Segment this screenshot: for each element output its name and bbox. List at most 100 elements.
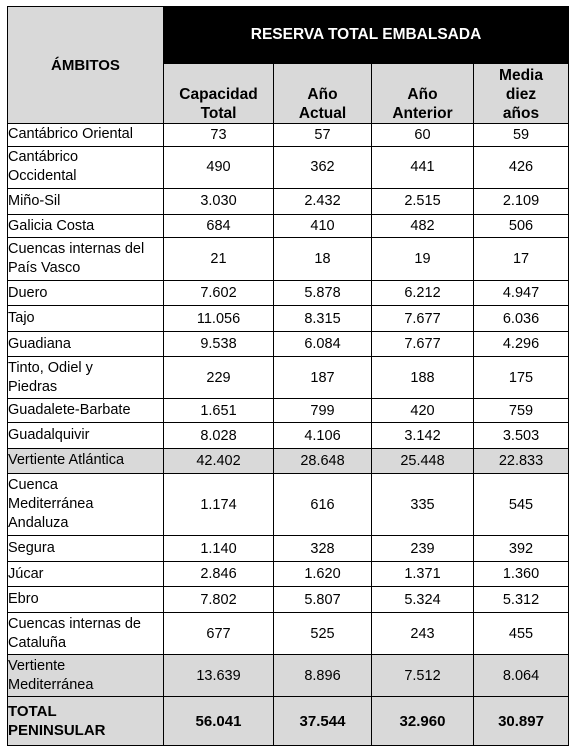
cell-capacidad-total: 1.140: [163, 535, 274, 563]
cell-ano-actual: 28.648: [273, 447, 372, 474]
table-row: Guadiana 9.538 6.084 7.677 4.296: [7, 331, 570, 358]
cell-capacidad-total: 1.174: [163, 472, 274, 537]
cell-ano-actual: 57: [273, 123, 372, 147]
table-row: Cantábrico Occidental 490 362 441 426: [7, 145, 570, 189]
row-name-text: Guadalete-Barbate: [8, 402, 131, 419]
row-name-text: Vertiente Mediterránea: [8, 657, 94, 693]
table-row: Guadalete-Barbate 1.651 799 420 759: [7, 398, 570, 424]
cell-ano-actual: 18: [273, 237, 372, 281]
row-name: Cuencas internas de Cataluña: [7, 612, 164, 656]
row-name: Segura: [7, 535, 164, 563]
row-name: Cuencas internas del País Vasco: [7, 237, 164, 281]
cell-capacidad-total: 684: [163, 213, 274, 239]
cell-ano-actual: 37.544: [273, 696, 372, 746]
row-name: Guadiana: [7, 331, 164, 358]
cell-ano-anterior: 7.677: [371, 305, 474, 333]
cell-ano-actual: 410: [273, 213, 372, 239]
table-row: Cuenca Mediterránea Andaluza 1.174 616 335 5…: [7, 472, 570, 537]
table-row: Miño-Sil 3.030 2.432 2.515 2.109: [7, 187, 570, 215]
row-name-text: TOTAL PENINSULAR: [8, 703, 106, 740]
cell-ano-actual: 362: [273, 145, 372, 189]
cell-ano-actual: 4.106: [273, 422, 372, 449]
cell-ano-anterior: 441: [371, 145, 474, 189]
cell-ano-anterior: 7.677: [371, 331, 474, 358]
table-row: Guadalquivir 8.028 4.106 3.142 3.503: [7, 422, 570, 449]
table-row: Cantábrico Oriental 73 57 60 59: [7, 123, 570, 147]
table-row: Galicia Costa 684 410 482 506: [7, 213, 570, 239]
cell-ano-anterior: 25.448: [371, 447, 474, 474]
column-header-media-diez-anos: Media diez años: [472, 63, 570, 124]
cell-ano-anterior: 5.324: [371, 586, 474, 614]
cell-media-diez-anos: 175: [472, 356, 570, 400]
cell-capacidad-total: 9.538: [163, 331, 274, 358]
cell-ano-anterior: 60: [371, 123, 474, 147]
cell-ano-anterior: 32.960: [371, 696, 474, 746]
cell-ano-actual: 187: [273, 356, 372, 400]
table-row: Cuencas internas de Cataluña 677 525 243 455: [7, 612, 570, 656]
row-name-text: Cuencas internas del País Vasco: [8, 240, 145, 276]
cell-ano-actual: 799: [273, 398, 372, 424]
table-body: Cantábrico Oriental 73 57 60 59 Cantábrico Oc…: [7, 123, 570, 746]
cell-media-diez-anos: 17: [472, 237, 570, 281]
cell-media-diez-anos: 3.503: [472, 422, 570, 449]
row-name: Cuenca Mediterránea Andaluza: [7, 472, 164, 537]
reserve-total-banner: RESERVA TOTAL EMBALSADA: [162, 6, 570, 64]
cell-capacidad-total: 56.041: [163, 696, 274, 746]
subtotal-row: Vertiente Mediterránea 13.639 8.896 7.512 8.…: [7, 654, 570, 698]
cell-ano-anterior: 335: [371, 472, 474, 537]
cell-capacidad-total: 13.639: [163, 654, 274, 698]
row-name: TOTAL PENINSULAR: [7, 696, 164, 746]
cell-media-diez-anos: 4.947: [472, 279, 570, 307]
row-name-text: Júcar: [8, 565, 44, 582]
cell-media-diez-anos: 426: [472, 145, 570, 189]
row-name: Tinto, Odiel y Piedras: [7, 356, 164, 400]
table-row: Ebro 7.802 5.807 5.324 5.312: [7, 586, 570, 614]
cell-media-diez-anos: 455: [472, 612, 570, 656]
cell-capacidad-total: 1.651: [163, 398, 274, 424]
row-name-text: Duero: [8, 284, 48, 301]
cell-capacidad-total: 3.030: [163, 187, 274, 215]
reserve-table: ÁMBITOS RESERVA TOTAL EMBALSADA Capacida…: [7, 6, 570, 746]
cell-media-diez-anos: 22.833: [472, 447, 570, 474]
cell-media-diez-anos: 759: [472, 398, 570, 424]
cell-ano-actual: 5.878: [273, 279, 372, 307]
subtotal-row: Vertiente Atlántica 42.402 28.648 25.448 22.…: [7, 447, 570, 474]
cell-ano-anterior: 2.515: [371, 187, 474, 215]
cell-capacidad-total: 8.028: [163, 422, 274, 449]
cell-capacidad-total: 73: [163, 123, 274, 147]
row-name-text: Guadiana: [8, 335, 71, 352]
row-name: Vertiente Mediterránea: [7, 654, 164, 698]
cell-media-diez-anos: 8.064: [472, 654, 570, 698]
row-name-text: Tajo: [8, 310, 35, 327]
row-name: Galicia Costa: [7, 213, 164, 239]
cell-ano-anterior: 7.512: [371, 654, 474, 698]
row-name-text: Cuencas internas de Cataluña: [8, 615, 141, 651]
row-name-text: Vertiente Atlántica: [8, 452, 125, 469]
cell-media-diez-anos: 5.312: [472, 586, 570, 614]
cell-media-diez-anos: 4.296: [472, 331, 570, 358]
row-name: Vertiente Atlántica: [7, 447, 164, 474]
cell-media-diez-anos: 506: [472, 213, 570, 239]
row-name: Tajo: [7, 305, 164, 333]
row-name-text: Miño-Sil: [8, 192, 61, 209]
cell-ano-anterior: 1.371: [371, 561, 474, 588]
row-name-text: Galicia Costa: [8, 217, 95, 234]
table-row: Cuencas internas del País Vasco 21 18 19 17: [7, 237, 570, 281]
column-header-capacidad: Capacidad Total: [163, 63, 274, 124]
row-name-text: Guadalquivir: [8, 427, 90, 443]
row-name: Guadalete-Barbate: [7, 398, 164, 424]
cell-ano-actual: 2.432: [273, 187, 372, 215]
cell-media-diez-anos: 545: [472, 472, 570, 537]
row-name: Ebro: [7, 586, 164, 614]
table-row: Tinto, Odiel y Piedras 229 187 188 175: [7, 356, 570, 400]
row-name: Duero: [7, 279, 164, 307]
cell-ano-actual: 616: [273, 472, 372, 537]
row-name-text: Cuenca Mediterránea Andaluza: [8, 477, 94, 532]
cell-capacidad-total: 7.802: [163, 586, 274, 614]
row-name: Miño-Sil: [7, 187, 164, 215]
ambitos-header: ÁMBITOS: [7, 6, 164, 124]
cell-media-diez-anos: 6.036: [472, 305, 570, 333]
cell-media-diez-anos: 59: [472, 123, 570, 147]
cell-media-diez-anos: 30.897: [472, 696, 570, 746]
cell-capacidad-total: 42.402: [163, 447, 274, 474]
